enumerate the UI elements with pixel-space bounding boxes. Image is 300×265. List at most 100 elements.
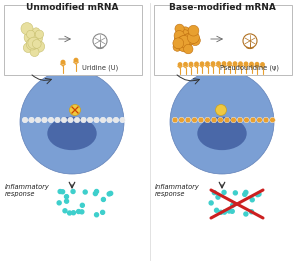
Circle shape [172, 117, 178, 123]
Circle shape [187, 32, 200, 43]
Circle shape [190, 35, 200, 46]
Circle shape [209, 201, 213, 205]
Circle shape [177, 36, 189, 47]
Circle shape [184, 44, 193, 54]
Circle shape [24, 31, 36, 43]
Circle shape [250, 198, 254, 202]
Circle shape [185, 117, 191, 123]
Circle shape [48, 117, 54, 123]
Circle shape [23, 43, 33, 52]
Circle shape [183, 34, 192, 42]
Circle shape [175, 24, 184, 33]
Circle shape [180, 27, 190, 37]
Ellipse shape [48, 117, 96, 149]
Circle shape [26, 38, 38, 50]
Circle shape [101, 197, 105, 201]
Circle shape [233, 62, 237, 65]
Circle shape [223, 210, 226, 214]
FancyBboxPatch shape [154, 5, 292, 75]
Circle shape [188, 25, 199, 36]
Circle shape [233, 191, 237, 195]
Circle shape [243, 34, 257, 48]
Circle shape [178, 36, 190, 48]
Circle shape [58, 189, 62, 193]
Circle shape [61, 117, 67, 123]
Circle shape [100, 117, 106, 123]
Circle shape [74, 117, 80, 123]
Circle shape [179, 39, 191, 51]
Circle shape [80, 210, 84, 214]
Circle shape [244, 117, 249, 123]
Circle shape [237, 117, 243, 123]
Circle shape [28, 37, 40, 49]
Circle shape [32, 33, 42, 44]
Text: Unmodified mRNA: Unmodified mRNA [26, 3, 118, 12]
Circle shape [250, 62, 253, 66]
Circle shape [33, 41, 45, 52]
Circle shape [20, 70, 124, 174]
Circle shape [227, 209, 231, 213]
Ellipse shape [198, 117, 246, 149]
Circle shape [244, 190, 248, 195]
Circle shape [183, 35, 191, 44]
Circle shape [26, 30, 35, 38]
Circle shape [173, 43, 182, 51]
Circle shape [179, 117, 184, 123]
Circle shape [187, 36, 196, 44]
Circle shape [217, 62, 220, 65]
Circle shape [42, 117, 47, 123]
Circle shape [257, 117, 262, 123]
Circle shape [224, 117, 230, 123]
Circle shape [212, 191, 216, 195]
Circle shape [222, 62, 226, 65]
Circle shape [120, 117, 125, 123]
Circle shape [255, 63, 259, 66]
Circle shape [218, 117, 223, 123]
Circle shape [198, 117, 204, 123]
Circle shape [57, 201, 61, 205]
Circle shape [68, 117, 73, 123]
Circle shape [263, 117, 269, 123]
Circle shape [178, 63, 182, 66]
Circle shape [230, 209, 234, 213]
Circle shape [70, 104, 80, 116]
FancyBboxPatch shape [4, 5, 142, 75]
Circle shape [107, 117, 112, 123]
Circle shape [29, 117, 34, 123]
Text: Inflammatory
response: Inflammatory response [155, 184, 200, 197]
Circle shape [173, 38, 184, 49]
Circle shape [64, 195, 68, 199]
Circle shape [243, 192, 247, 196]
Circle shape [80, 203, 84, 207]
Circle shape [178, 41, 190, 52]
Circle shape [32, 39, 41, 48]
Circle shape [261, 63, 264, 66]
Circle shape [55, 117, 60, 123]
Circle shape [64, 199, 69, 203]
Circle shape [32, 46, 40, 54]
Circle shape [175, 39, 185, 49]
Circle shape [200, 62, 204, 65]
Circle shape [211, 117, 217, 123]
Circle shape [100, 210, 105, 214]
Circle shape [87, 117, 93, 123]
Circle shape [231, 203, 235, 207]
Circle shape [68, 211, 72, 215]
Text: Uridine (U): Uridine (U) [82, 64, 118, 71]
Circle shape [63, 209, 67, 213]
Circle shape [244, 212, 248, 216]
Circle shape [81, 117, 86, 123]
Circle shape [93, 34, 107, 48]
Circle shape [231, 117, 236, 123]
Circle shape [239, 62, 242, 65]
Circle shape [257, 192, 261, 196]
Circle shape [109, 191, 113, 195]
Circle shape [205, 117, 210, 123]
Circle shape [93, 192, 98, 196]
Circle shape [174, 30, 184, 41]
Circle shape [256, 193, 260, 197]
Circle shape [76, 210, 81, 214]
Circle shape [107, 192, 111, 196]
Circle shape [244, 62, 248, 65]
Circle shape [22, 117, 28, 123]
